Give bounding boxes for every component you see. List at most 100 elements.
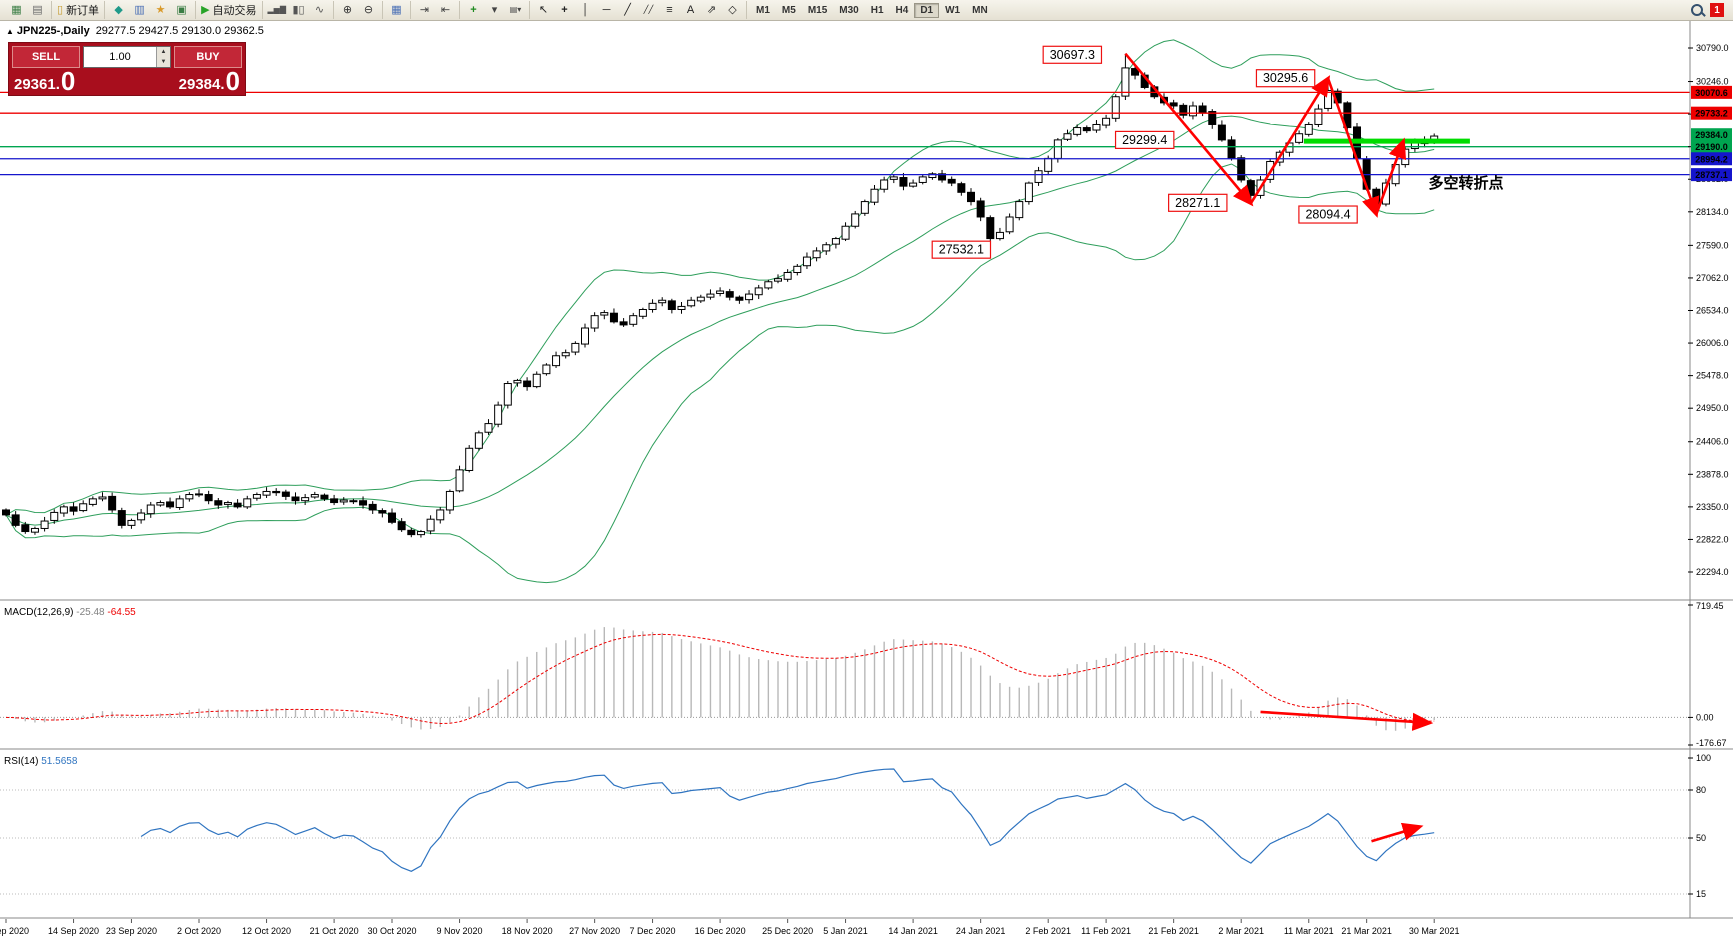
svg-text:2 Feb 2021: 2 Feb 2021 <box>1025 926 1071 936</box>
fibonacci-icon[interactable]: ≡ <box>659 1 680 19</box>
svg-text:2 Oct 2020: 2 Oct 2020 <box>177 926 221 936</box>
autotrading-button-label: 自动交易 <box>212 5 257 17</box>
indicators-icon[interactable]: + <box>463 1 484 19</box>
candles-layer <box>2 53 1439 538</box>
timeframe-mn[interactable]: MN <box>972 4 988 16</box>
crosshair-icon[interactable]: + <box>554 1 575 19</box>
line-chart-icon[interactable]: ∿ <box>309 1 330 19</box>
vertical-line-icon[interactable]: │ <box>575 1 596 19</box>
turning-point-note[interactable]: 多空转折点 <box>1429 174 1504 192</box>
search-icon[interactable] <box>1689 2 1706 18</box>
svg-text:719.45: 719.45 <box>1696 601 1724 611</box>
svg-text:27 Nov 2020: 27 Nov 2020 <box>569 926 620 936</box>
bar-chart-icon: ▂▅▇ <box>267 5 286 14</box>
svg-text:25 Dec 2020: 25 Dec 2020 <box>762 926 813 936</box>
channel-icon: ╱╱ <box>643 5 654 14</box>
new-order-button[interactable]: ▯ 新订单 <box>55 1 101 19</box>
timeframe-m15[interactable]: M15 <box>807 4 828 16</box>
horizontal-line-icon: ─ <box>602 3 611 16</box>
horizontal-line-objects[interactable] <box>0 91 1690 176</box>
timeframe-h4[interactable]: H4 <box>895 4 909 16</box>
new-order-button: ▯ <box>57 3 64 16</box>
zoom-in-icon[interactable]: ⊕ <box>337 1 358 19</box>
templates-icon[interactable]: ▤▾ <box>505 1 526 19</box>
data-window-icon[interactable]: ▥ <box>129 1 150 19</box>
svg-text:16 Dec 2020: 16 Dec 2020 <box>695 926 746 936</box>
volume-input[interactable]: 1.00 ▲ ▼ <box>83 46 171 68</box>
price-callout-labels[interactable]: 30697.3 30295.6 29299.4 28271.1 28094.4 27532… <box>931 45 1358 259</box>
svg-text:27590.0: 27590.0 <box>1696 240 1729 250</box>
chart-shift-icon[interactable]: ⇤ <box>435 1 456 19</box>
text-icon[interactable]: A <box>680 1 701 19</box>
rsi-red-arrow[interactable] <box>1371 822 1424 843</box>
svg-text:22294.0: 22294.0 <box>1696 567 1729 577</box>
notification-badge[interactable]: 1 <box>1710 3 1724 17</box>
svg-text:11 Feb 2021: 11 Feb 2021 <box>1081 926 1131 936</box>
terminal-icon[interactable]: ▣ <box>171 1 192 19</box>
svg-text:-176.67: -176.67 <box>1696 738 1727 748</box>
navigator-icon[interactable]: ★ <box>150 1 171 19</box>
cursor-icon[interactable]: ↖ <box>533 1 554 19</box>
sell-button[interactable]: SELL <box>12 46 80 68</box>
svg-text:29733.2: 29733.2 <box>1695 109 1728 119</box>
new-order-button-label: 新订单 <box>66 5 100 17</box>
svg-text:7 Dec 2020: 7 Dec 2020 <box>630 926 676 936</box>
timeframe-d1[interactable]: D1 <box>914 2 940 18</box>
chart-shift-icon: ⇤ <box>440 3 451 16</box>
timeframe-m1[interactable]: M1 <box>756 4 770 16</box>
timeframe-group: M1 M5 M15 M30 H1 H4 D1 W1 MN <box>747 1 997 19</box>
svg-text:28134.0: 28134.0 <box>1696 207 1729 217</box>
toolbar-group: ▯ 新订单 <box>52 1 106 19</box>
chart-canvas[interactable]: 30697.3 30295.6 29299.4 28271.1 28094.4 27532… <box>0 21 1733 944</box>
tile-windows-icon[interactable]: ▦ <box>386 1 407 19</box>
svg-text:18 Nov 2020: 18 Nov 2020 <box>502 926 553 936</box>
macd-red-arrow[interactable] <box>1260 710 1434 731</box>
panel-collapse-arrow[interactable]: ▲ <box>6 27 14 36</box>
buy-button[interactable]: BUY <box>174 46 242 68</box>
horizontal-line-icon[interactable]: ─ <box>596 1 617 19</box>
svg-text:12 Oct 2020: 12 Oct 2020 <box>242 926 291 936</box>
svg-text:28271.1: 28271.1 <box>1175 196 1220 210</box>
toolbar-group: + ▾ ▤▾ <box>460 1 530 19</box>
date-axis[interactable]: 4 Sep 2020 14 Sep 2020 23 Sep 2020 2 Oct 20… <box>0 919 1459 936</box>
new-chart-icon: ▦ <box>11 3 22 16</box>
price-axis[interactable]: 30790.030246.029718.029190.028662.028134… <box>1688 43 1732 899</box>
new-chart-icon[interactable]: ▦ <box>6 1 27 19</box>
arrows-icon[interactable]: ⇗ <box>701 1 722 19</box>
trend-zigzag-arrows[interactable] <box>1124 52 1406 218</box>
periods-icon[interactable]: ▾ <box>484 1 505 19</box>
svg-text:21 Mar 2021: 21 Mar 2021 <box>1341 926 1392 936</box>
timeframe-w1[interactable]: W1 <box>945 4 961 16</box>
timeframe-m5[interactable]: M5 <box>781 4 796 16</box>
tile-windows-icon: ▦ <box>391 3 402 16</box>
shapes-icon[interactable]: ◇ <box>722 1 743 19</box>
svg-text:27062.0: 27062.0 <box>1696 273 1729 283</box>
volume-up-icon[interactable]: ▲ <box>157 47 170 57</box>
autotrading-button[interactable]: ▶ 自动交易 <box>199 1 258 19</box>
svg-text:22822.0: 22822.0 <box>1696 534 1729 544</box>
candlestick-icon[interactable]: ▮▯ <box>288 1 309 19</box>
svg-text:30246.0: 30246.0 <box>1696 77 1729 87</box>
svg-text:21 Oct 2020: 21 Oct 2020 <box>310 926 359 936</box>
profiles-icon[interactable]: ▤ <box>27 1 48 19</box>
periods-icon: ▾ <box>491 3 498 16</box>
svg-text:30 Mar 2021: 30 Mar 2021 <box>1409 926 1460 936</box>
volume-down-icon[interactable]: ▼ <box>157 57 170 67</box>
fibonacci-icon: ≡ <box>666 3 673 16</box>
ask-price: 29384. 0 <box>178 66 240 96</box>
svg-text:5 Jan 2021: 5 Jan 2021 <box>823 926 868 936</box>
timeframe-m30[interactable]: M30 <box>839 4 859 16</box>
svg-text:14 Jan 2021: 14 Jan 2021 <box>888 926 938 936</box>
ohlc-values: 29277.5 29427.5 29130.0 29362.5 <box>95 25 264 37</box>
zoom-out-icon[interactable]: ⊖ <box>358 1 379 19</box>
channel-icon[interactable]: ╱╱ <box>638 1 659 19</box>
market-watch-icon[interactable]: ◆ <box>108 1 129 19</box>
bar-chart-icon[interactable]: ▂▅▇ <box>266 1 288 19</box>
trendline-icon[interactable]: ╱ <box>617 1 638 19</box>
svg-text:23 Sep 2020: 23 Sep 2020 <box>106 926 157 936</box>
crosshair-icon: + <box>561 3 568 16</box>
auto-scroll-icon[interactable]: ⇥ <box>414 1 435 19</box>
svg-text:100: 100 <box>1696 753 1711 763</box>
timeframe-h1[interactable]: H1 <box>870 4 884 16</box>
svg-text:30 Oct 2020: 30 Oct 2020 <box>367 926 416 936</box>
